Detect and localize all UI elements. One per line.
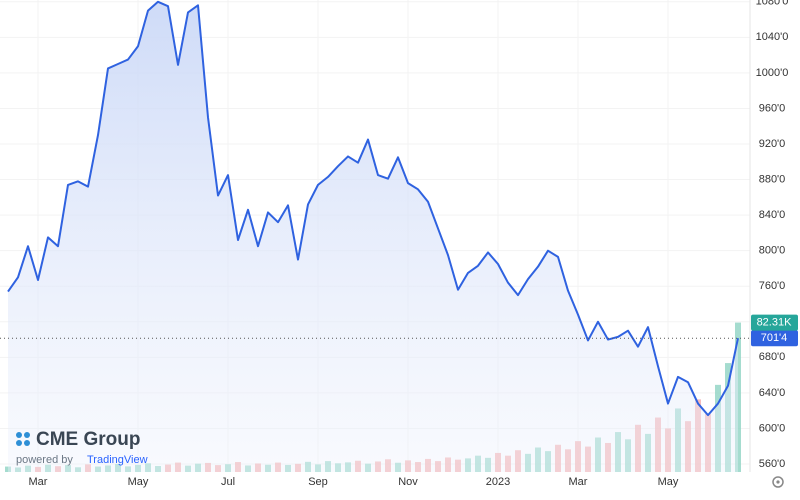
price-area (8, 1, 738, 473)
price-line (7, 0, 739, 417)
y-tick-label: 1000'0 (756, 67, 789, 79)
settings-gear[interactable] (772, 476, 784, 488)
y-tick-label: 880'0 (759, 173, 786, 185)
logo-dot (16, 440, 22, 446)
y-tick-label: 960'0 (759, 102, 786, 114)
axis-layer: 560'0600'0640'0680'0720'0760'0800'0840'0… (29, 0, 798, 488)
logo-dot (24, 440, 30, 446)
brand-platform: TradingView (87, 454, 148, 466)
x-tick-label: Mar (29, 476, 48, 488)
y-tick-label: 1080'0 (756, 0, 789, 8)
price-layer (0, 0, 750, 473)
brand: CME Group powered by TradingView (16, 429, 148, 466)
y-tick-label: 1040'0 (756, 31, 789, 43)
y-tick-label: 640'0 (759, 387, 786, 399)
volume-label: 82.31K (757, 316, 793, 328)
y-tick-label: 840'0 (759, 209, 786, 221)
settings-gear-center[interactable] (776, 480, 780, 484)
brand-logo: CME Group (36, 429, 141, 450)
price-label: 701'4 (761, 332, 788, 344)
y-tick-label: 760'0 (759, 280, 786, 292)
x-tick-label: Jul (221, 476, 235, 488)
x-tick-label: 2023 (486, 476, 510, 488)
price-label-box (751, 330, 798, 347)
y-tick-label: 600'0 (759, 422, 786, 434)
volume-label-box (751, 314, 798, 331)
x-tick-label: Sep (308, 476, 328, 488)
logo-dot (16, 432, 22, 438)
x-tick-label: Mar (569, 476, 588, 488)
y-tick-label: 560'0 (759, 458, 786, 470)
x-tick-label: Nov (398, 476, 418, 488)
x-tick-label: May (128, 476, 149, 488)
brand-powered-by: powered by (16, 454, 73, 466)
y-tick-label: 680'0 (759, 351, 786, 363)
y-tick-label: 920'0 (759, 138, 786, 150)
x-tick-label: May (658, 476, 679, 488)
y-tick-label: 800'0 (759, 245, 786, 257)
settings-icon[interactable] (772, 476, 784, 488)
logo-dot (24, 432, 30, 438)
